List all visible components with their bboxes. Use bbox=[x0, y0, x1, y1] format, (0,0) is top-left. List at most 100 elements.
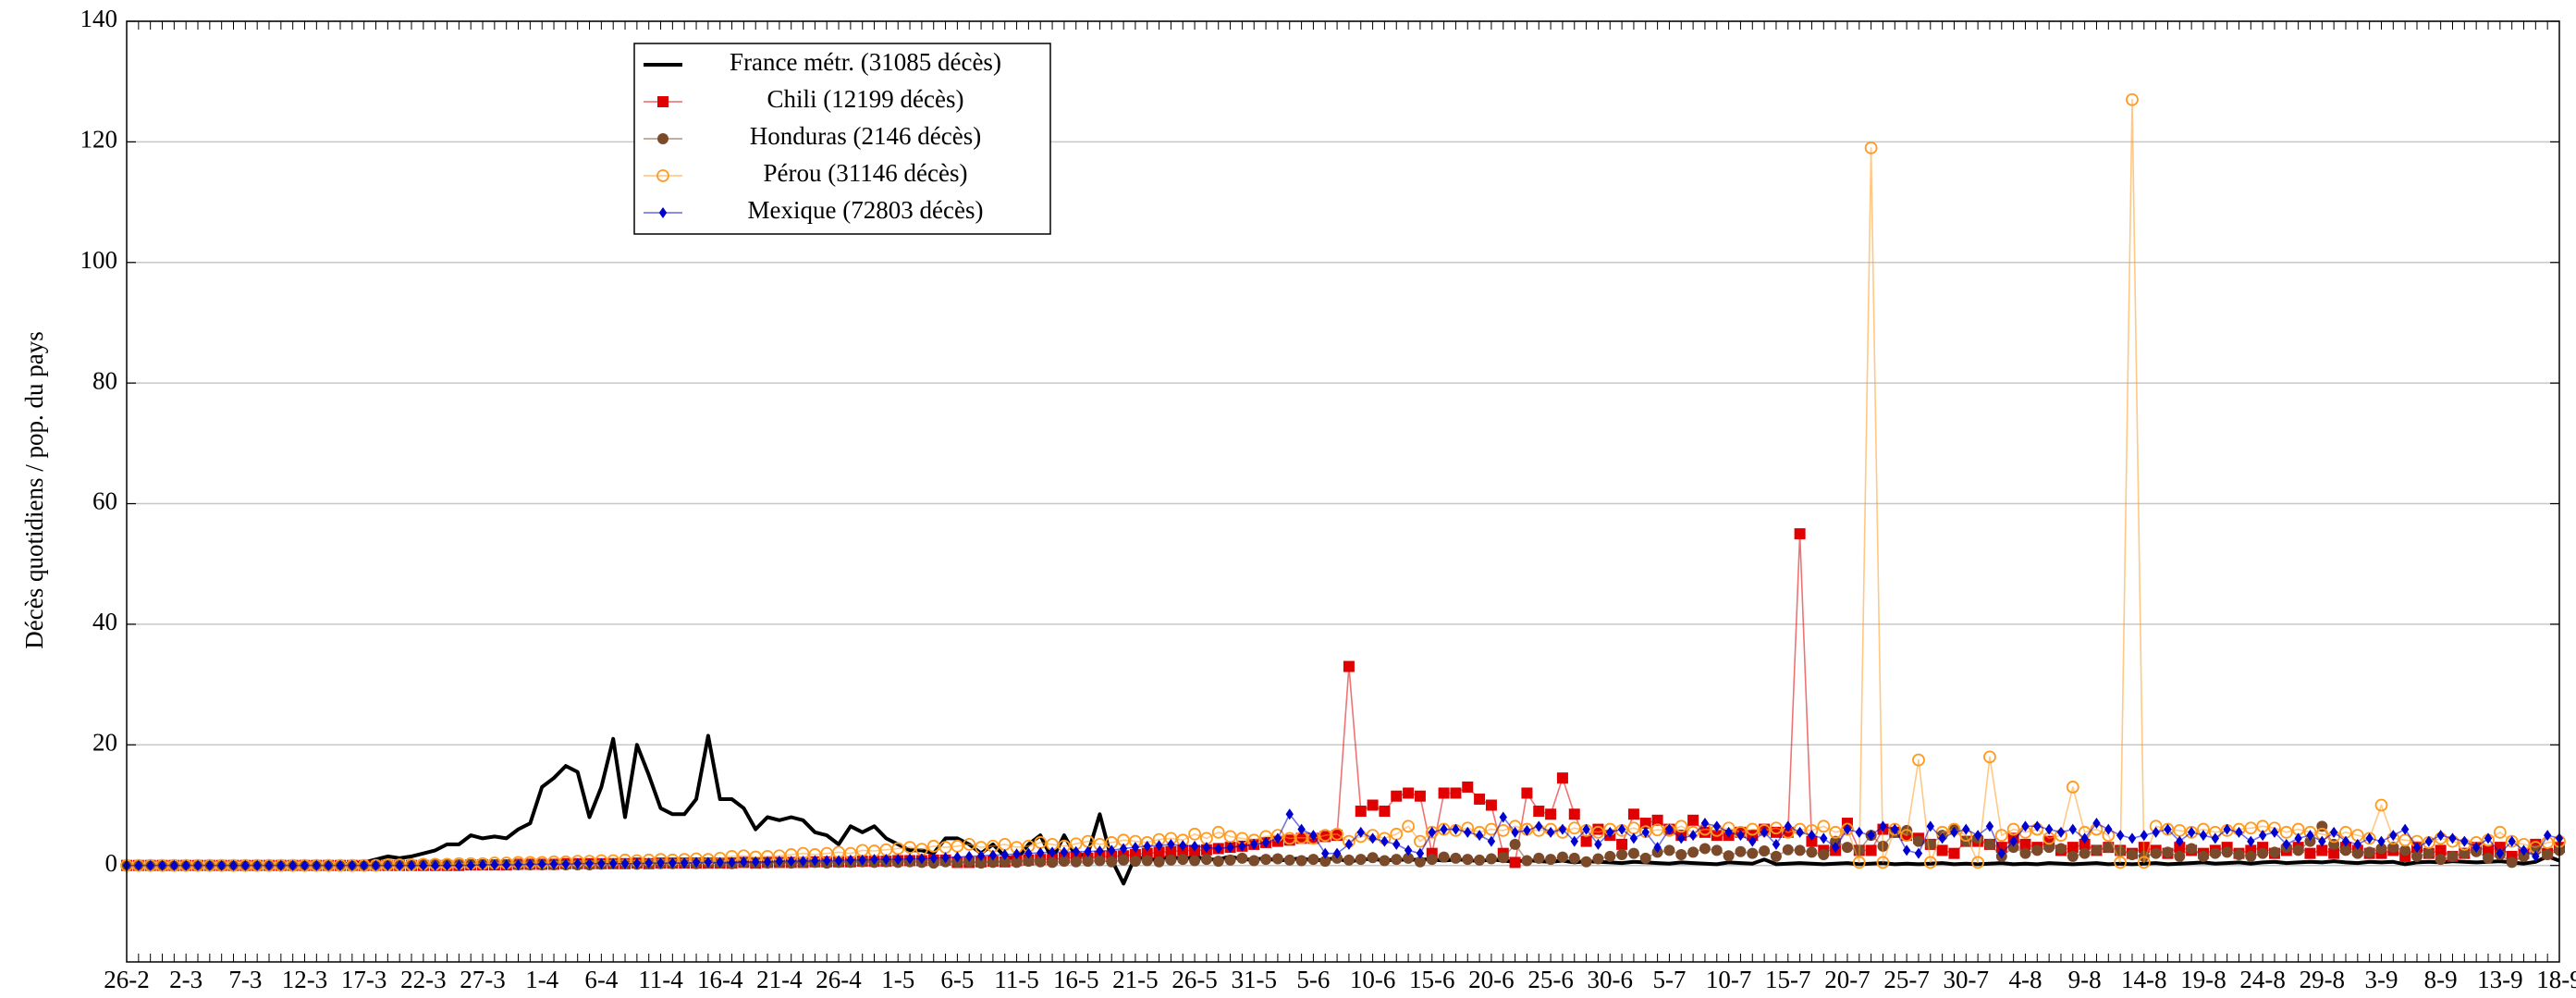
y-tick-label: 60 bbox=[92, 487, 117, 515]
marker bbox=[1879, 820, 1887, 832]
marker bbox=[2520, 844, 2528, 856]
marker bbox=[1985, 820, 1994, 832]
marker bbox=[2387, 842, 2399, 854]
x-tick-label: 26-4 bbox=[816, 966, 862, 993]
marker bbox=[264, 859, 274, 871]
marker bbox=[2460, 835, 2469, 847]
marker bbox=[1700, 818, 1710, 830]
marker bbox=[241, 859, 250, 871]
marker bbox=[1735, 845, 1747, 857]
marker bbox=[1521, 855, 1533, 867]
marker bbox=[1533, 806, 1545, 818]
marker bbox=[2044, 823, 2054, 835]
x-tick-label: 26-5 bbox=[1171, 966, 1218, 993]
x-tick-label: 20-6 bbox=[1468, 966, 1515, 993]
marker bbox=[1391, 790, 1403, 802]
marker bbox=[1155, 840, 1163, 852]
marker bbox=[657, 133, 669, 144]
marker bbox=[1688, 830, 1698, 842]
marker bbox=[1153, 856, 1165, 868]
y-tick-label: 40 bbox=[92, 608, 117, 635]
marker bbox=[561, 858, 570, 870]
x-tick-label: 15-7 bbox=[1765, 966, 1811, 993]
marker bbox=[1665, 823, 1674, 835]
marker bbox=[1962, 823, 1970, 835]
marker bbox=[1487, 835, 1496, 847]
marker bbox=[2353, 838, 2362, 850]
marker bbox=[2294, 832, 2302, 844]
marker bbox=[1485, 799, 1497, 811]
marker bbox=[1820, 832, 1828, 844]
marker bbox=[2233, 848, 2245, 860]
marker bbox=[2389, 830, 2398, 842]
marker bbox=[419, 859, 428, 871]
marker bbox=[2304, 835, 2316, 847]
marker bbox=[1485, 853, 1497, 865]
marker bbox=[2448, 832, 2457, 844]
marker bbox=[1843, 823, 1852, 835]
marker bbox=[1687, 846, 1699, 858]
marker bbox=[1440, 823, 1448, 835]
marker bbox=[348, 859, 357, 871]
series-line bbox=[127, 733, 2560, 886]
marker bbox=[1380, 835, 1389, 847]
marker bbox=[1759, 845, 1771, 857]
marker bbox=[1048, 846, 1057, 858]
marker bbox=[1428, 826, 1436, 838]
legend-label: Pérou (31146 décès) bbox=[764, 159, 968, 187]
marker bbox=[1355, 854, 1367, 866]
marker bbox=[2365, 832, 2374, 844]
marker bbox=[2375, 843, 2387, 855]
marker bbox=[2152, 826, 2160, 838]
marker bbox=[2186, 843, 2198, 855]
legend-label: Mexique (72803 décès) bbox=[748, 196, 984, 224]
marker bbox=[597, 857, 606, 869]
marker bbox=[2484, 832, 2493, 844]
marker bbox=[1723, 850, 1735, 862]
marker bbox=[2424, 835, 2434, 847]
x-tick-label: 31-5 bbox=[1231, 966, 1277, 993]
x-tick-label: 14-8 bbox=[2121, 966, 2167, 993]
marker bbox=[1379, 855, 1391, 867]
marker bbox=[2339, 844, 2351, 856]
marker bbox=[2506, 856, 2518, 869]
marker bbox=[2021, 820, 2030, 832]
marker bbox=[1627, 847, 1639, 859]
marker bbox=[1817, 819, 1831, 833]
marker bbox=[1582, 823, 1590, 835]
marker bbox=[526, 858, 534, 870]
marker bbox=[1309, 830, 1318, 842]
marker bbox=[752, 856, 760, 868]
marker bbox=[252, 859, 262, 871]
marker bbox=[1474, 793, 1486, 805]
marker bbox=[1200, 854, 1212, 866]
marker bbox=[1806, 835, 1818, 847]
marker bbox=[2174, 850, 2186, 862]
marker bbox=[2080, 832, 2089, 844]
marker bbox=[1499, 811, 1507, 823]
x-tick-label: 15-6 bbox=[1409, 966, 1455, 993]
marker bbox=[1639, 852, 1651, 864]
marker bbox=[1403, 852, 1415, 864]
marker bbox=[1295, 855, 1307, 867]
marker bbox=[1902, 844, 1911, 856]
y-tick-label: 100 bbox=[80, 246, 118, 274]
marker bbox=[1509, 838, 1521, 850]
marker bbox=[1950, 826, 1958, 838]
x-tick-label: 3-9 bbox=[2364, 966, 2398, 993]
marker bbox=[1591, 825, 1605, 839]
marker bbox=[2532, 850, 2540, 862]
marker bbox=[882, 854, 890, 866]
marker bbox=[537, 858, 546, 870]
x-tick-label: 16-5 bbox=[1053, 966, 1099, 993]
marker bbox=[1283, 854, 1295, 866]
marker bbox=[1190, 840, 1199, 852]
marker bbox=[1414, 856, 1426, 868]
marker bbox=[799, 856, 807, 868]
marker bbox=[1131, 842, 1140, 854]
x-tick-label: 19-8 bbox=[2180, 966, 2226, 993]
marker bbox=[1202, 842, 1211, 854]
marker bbox=[2508, 835, 2516, 847]
marker bbox=[1273, 832, 1282, 844]
marker bbox=[1594, 838, 1602, 850]
